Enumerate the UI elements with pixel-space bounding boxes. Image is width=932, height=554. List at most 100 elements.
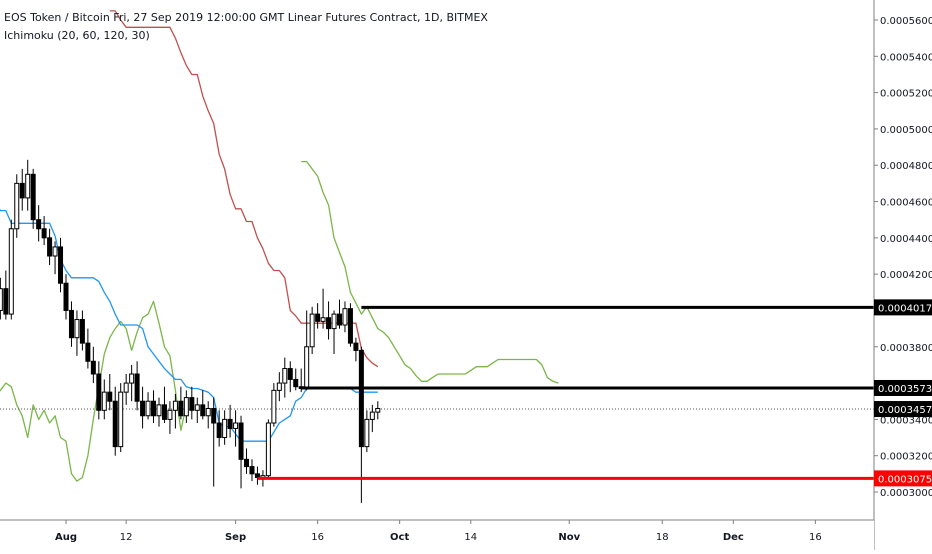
candle-body[interactable] xyxy=(265,422,271,477)
candle-body[interactable] xyxy=(320,317,326,322)
candle-body[interactable] xyxy=(194,404,200,411)
candle-body[interactable] xyxy=(172,400,178,411)
time-tick-label: Nov xyxy=(558,532,580,543)
candle-body[interactable] xyxy=(189,397,195,411)
price-tick-label: 0.0005000 xyxy=(880,125,932,136)
candle-body[interactable] xyxy=(276,382,282,391)
candle-body[interactable] xyxy=(315,313,321,322)
candle-body[interactable] xyxy=(216,422,222,439)
candle-body[interactable] xyxy=(145,400,151,417)
candle-body[interactable] xyxy=(238,422,244,460)
time-tick-label: 16 xyxy=(311,532,324,543)
candle-body[interactable] xyxy=(14,182,20,230)
candle-body[interactable] xyxy=(107,391,113,402)
candle-body[interactable] xyxy=(249,466,255,475)
candle-body[interactable] xyxy=(282,368,288,384)
base-line xyxy=(109,10,379,368)
price-tick-label: 0.0003400 xyxy=(880,415,932,426)
candle-body[interactable] xyxy=(96,373,102,411)
time-tick-label: Dec xyxy=(723,532,744,543)
price-tick-label: 0.0004600 xyxy=(880,198,932,209)
candle-body[interactable] xyxy=(337,313,342,326)
price-tick-label: 0.0003000 xyxy=(880,488,932,499)
candle-body[interactable] xyxy=(167,409,173,420)
candle-body[interactable] xyxy=(74,319,80,339)
candle-body[interactable] xyxy=(326,317,332,330)
candle-body[interactable] xyxy=(58,246,64,284)
candle-body[interactable] xyxy=(222,418,228,439)
candle-body[interactable] xyxy=(129,373,135,384)
candle-body[interactable] xyxy=(36,219,42,230)
candle-body[interactable] xyxy=(151,400,157,417)
resistance-level-label-bg xyxy=(874,299,932,316)
candle-body[interactable] xyxy=(364,418,370,448)
candle-body[interactable] xyxy=(112,400,118,448)
candle-body[interactable] xyxy=(309,313,315,348)
candle-body[interactable] xyxy=(211,407,217,424)
candle-body[interactable] xyxy=(101,391,107,411)
candle-body[interactable] xyxy=(134,373,140,402)
price-tick-label: 0.0005400 xyxy=(880,52,932,63)
candle-body[interactable] xyxy=(156,404,162,417)
candle-body[interactable] xyxy=(63,282,69,311)
candle-body[interactable] xyxy=(375,407,381,413)
lagging-span-late-line xyxy=(301,160,559,384)
candle-body[interactable] xyxy=(161,404,167,420)
candle-body[interactable] xyxy=(123,382,129,393)
candle-body[interactable] xyxy=(25,173,31,199)
candle-body[interactable] xyxy=(178,400,184,417)
candle-body[interactable] xyxy=(68,309,74,339)
candle-body[interactable] xyxy=(244,458,250,468)
support-level-label: 0.0003075 xyxy=(878,474,932,485)
candle-body[interactable] xyxy=(19,182,25,199)
candle-body[interactable] xyxy=(347,308,353,344)
resistance-level-label-bg xyxy=(874,379,932,396)
candle-body[interactable] xyxy=(331,313,337,330)
candle-body[interactable] xyxy=(52,246,58,257)
lagging-span-line xyxy=(0,300,187,482)
candle-body[interactable] xyxy=(183,397,189,417)
price-tick-label: 0.0004200 xyxy=(880,270,932,281)
candle-body[interactable] xyxy=(30,173,36,221)
price-tick-label: 0.0005600 xyxy=(880,16,932,27)
conversion-line xyxy=(0,208,378,442)
price-axis-bg xyxy=(874,0,932,550)
time-tick-label: 14 xyxy=(464,532,477,543)
candle-body[interactable] xyxy=(41,228,47,239)
candle-body[interactable] xyxy=(47,237,53,257)
candle-body[interactable] xyxy=(140,400,146,417)
candle-body[interactable] xyxy=(342,308,348,326)
candle-body[interactable] xyxy=(90,360,96,375)
chart-title: EOS Token / Bitcoin Fri, 27 Sep 2019 12:… xyxy=(4,11,488,24)
price-tick-label: 0.0004400 xyxy=(880,234,932,245)
candle-body[interactable] xyxy=(205,407,211,417)
candle-body[interactable] xyxy=(369,411,375,420)
candle-body[interactable] xyxy=(287,368,293,380)
current-price-label-bg xyxy=(874,401,932,418)
candle-body[interactable] xyxy=(353,342,359,351)
candle-body[interactable] xyxy=(227,418,233,429)
time-tick-label: Sep xyxy=(225,532,246,543)
time-tick-label: 12 xyxy=(120,532,133,543)
candle-body[interactable] xyxy=(304,346,310,390)
candle-body[interactable] xyxy=(8,228,14,315)
time-tick-label: 18 xyxy=(656,532,669,543)
price-tick-label: 0.0004800 xyxy=(880,161,932,172)
candle-body[interactable] xyxy=(233,422,239,429)
candle-body[interactable] xyxy=(118,391,124,448)
candle-body[interactable] xyxy=(271,389,277,424)
price-tick-label: 0.0003200 xyxy=(880,452,932,463)
candle-body[interactable] xyxy=(293,378,299,388)
candle-body[interactable] xyxy=(79,319,85,344)
candle-body[interactable] xyxy=(85,342,91,362)
candle-body[interactable] xyxy=(3,288,9,315)
support-level-label-bg xyxy=(874,470,932,487)
candle-body[interactable] xyxy=(0,288,3,311)
time-tick-label: 16 xyxy=(809,532,822,543)
indicator-legend[interactable]: Ichimoku (20, 60, 120, 30) xyxy=(4,29,150,42)
candle-body[interactable] xyxy=(200,404,206,417)
axis-corner xyxy=(875,521,932,550)
candle-body[interactable] xyxy=(358,349,364,448)
